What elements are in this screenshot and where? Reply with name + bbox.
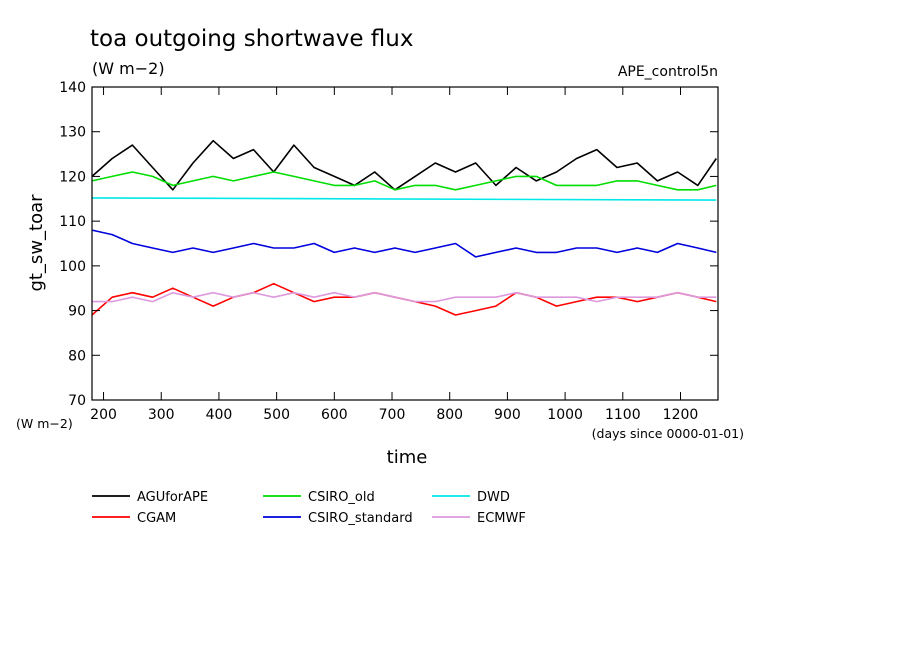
legend-item: CSIRO_standard <box>263 511 413 526</box>
series-line-aguforape <box>91 139 717 191</box>
x-tick-label: 700 <box>379 407 406 423</box>
legend-item: CGAM <box>92 511 176 526</box>
x-tick-label: 400 <box>206 407 233 423</box>
series-line-csiro-standard <box>91 229 717 258</box>
series-line-csiro-old <box>91 171 717 191</box>
x-tick-label: 1200 <box>663 407 699 423</box>
chart-title: toa outgoing shortwave flux <box>90 26 413 52</box>
legend-label: AGUforAPE <box>137 490 208 505</box>
y-tick-label: 100 <box>59 259 86 275</box>
y-axis: 70 80 90 100 110 120 130 140 <box>59 80 718 409</box>
y-tick-label: 140 <box>59 80 86 96</box>
legend-item: DWD <box>432 490 510 505</box>
chart-units-label: (W m−2) <box>92 59 165 78</box>
plot-frame <box>91 86 719 401</box>
y-tick-label: 120 <box>59 169 86 185</box>
x-tick-label: 600 <box>321 407 348 423</box>
y-tick-label: 110 <box>59 214 86 230</box>
run-label: APE_control5n <box>618 64 718 80</box>
legend-label: DWD <box>477 490 510 505</box>
series-line-ecmwf <box>92 291 717 303</box>
legend-item: CSIRO_old <box>263 490 375 505</box>
x-tick-label: 300 <box>148 407 175 423</box>
legend-label: CGAM <box>137 511 176 526</box>
x-tick-label: 800 <box>436 407 463 423</box>
legend-label: CSIRO_old <box>308 490 375 505</box>
x-tick-label: 900 <box>494 407 521 423</box>
y-tick-label: 90 <box>68 304 86 320</box>
x-tick-label: 200 <box>90 407 117 423</box>
series-line-dwd <box>91 197 717 201</box>
y-tick-label: 130 <box>59 125 86 141</box>
y-tick-label: 80 <box>68 348 86 364</box>
plot-series <box>91 139 717 316</box>
legend-item: AGUforAPE <box>92 490 208 505</box>
y-tick-label: 70 <box>68 393 86 409</box>
x-tick-label: 500 <box>263 407 290 423</box>
x-tick-label: 1000 <box>547 407 583 423</box>
x-units-label: (days since 0000-01-01) <box>592 426 744 441</box>
legend-item: ECMWF <box>432 511 526 526</box>
x-axis-label: time <box>387 447 428 468</box>
y-units-corner: (W m−2) <box>16 416 73 431</box>
legend-label: ECMWF <box>477 511 526 526</box>
y-axis-label: gt_sw_toar <box>26 194 47 292</box>
x-axis: 200 300 400 500 600 700 800 900 1000 1100 1200 <box>90 87 698 423</box>
x-tick-label: 1100 <box>605 407 641 423</box>
legend: AGUforAPE CSIRO_old DWD CGAM CSIRO_standard E… <box>92 490 526 526</box>
legend-label: CSIRO_standard <box>308 511 413 526</box>
